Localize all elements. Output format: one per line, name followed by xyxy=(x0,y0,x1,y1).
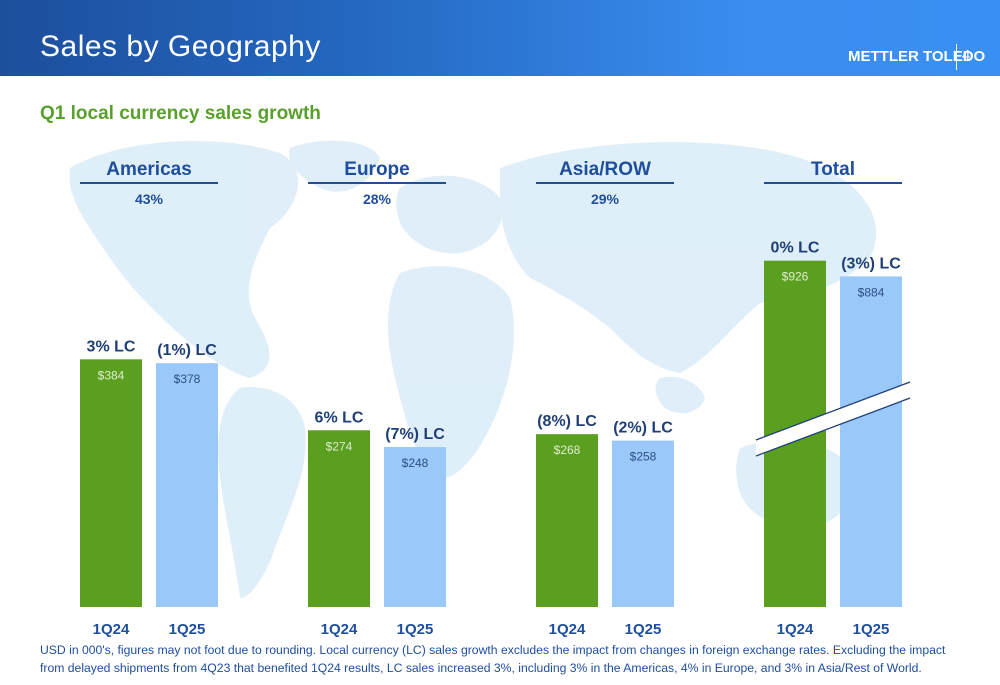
value-label-europe-1q24: $274 xyxy=(326,439,353,453)
world-map-background xyxy=(69,140,877,598)
bar-asia-row-1q25 xyxy=(612,440,674,607)
region-title-americas: Americas xyxy=(106,159,192,180)
bar-total-1q25 xyxy=(840,276,902,607)
brand-divider xyxy=(956,44,957,70)
page-title: Sales by Geography xyxy=(40,30,321,63)
bar-europe-1q24 xyxy=(308,430,370,607)
tick-label-americas-1q25: 1Q25 xyxy=(169,621,206,638)
value-label-americas-1q25: $378 xyxy=(174,372,201,386)
tick-label-asia-row-1q24: 1Q24 xyxy=(549,621,586,638)
region-title-asia-row: Asia/ROW xyxy=(559,159,651,180)
growth-label-total-1q24: 0% LC xyxy=(771,240,820,257)
growth-label-asia-row-1q24: (8%) LC xyxy=(537,413,597,430)
header-bar: Sales by Geography METTLER TOLEDO 4 xyxy=(0,0,1000,76)
value-label-americas-1q24: $384 xyxy=(98,368,125,382)
region-share-asia-row: 29% xyxy=(591,191,620,207)
tick-label-europe-1q24: 1Q24 xyxy=(321,621,358,638)
footnote: USD in 000's, figures may not foot due t… xyxy=(40,643,946,675)
value-label-asia-row-1q24: $268 xyxy=(554,443,581,457)
axis-break-gap xyxy=(756,382,910,456)
tick-label-americas-1q24: 1Q24 xyxy=(93,621,130,638)
bar-americas-1q24 xyxy=(80,359,142,607)
growth-label-americas-1q24: 3% LC xyxy=(87,338,136,355)
region-title-europe: Europe xyxy=(344,159,409,180)
axis-break-line-bottom xyxy=(755,397,911,457)
tick-label-europe-1q25: 1Q25 xyxy=(397,621,434,638)
bar-americas-1q25 xyxy=(156,363,218,607)
tick-label-total-1q24: 1Q24 xyxy=(777,621,814,638)
region-share-americas: 43% xyxy=(135,191,164,207)
brand-logo: METTLER TOLEDO xyxy=(848,48,986,65)
growth-label-asia-row-1q25: (2%) LC xyxy=(613,420,673,437)
axis-break-line-top xyxy=(755,381,911,441)
value-label-europe-1q25: $248 xyxy=(402,456,429,470)
growth-label-europe-1q25: (7%) LC xyxy=(385,426,445,443)
tick-label-total-1q25: 1Q25 xyxy=(853,621,890,638)
growth-label-americas-1q25: (1%) LC xyxy=(157,342,217,359)
region-title-total: Total xyxy=(811,159,855,180)
tick-label-asia-row-1q25: 1Q25 xyxy=(625,621,662,638)
bar-asia-row-1q24 xyxy=(536,434,598,607)
growth-label-europe-1q24: 6% LC xyxy=(315,409,364,426)
growth-label-total-1q25: (3%) LC xyxy=(841,255,901,272)
bar-europe-1q25 xyxy=(384,447,446,607)
value-label-asia-row-1q25: $258 xyxy=(630,450,657,464)
value-label-total-1q25: $884 xyxy=(858,285,885,299)
chart-subtitle: Q1 local currency sales growth xyxy=(40,103,321,124)
page-number: 4 xyxy=(962,47,971,64)
region-share-europe: 28% xyxy=(363,191,392,207)
value-label-total-1q24: $926 xyxy=(782,270,809,284)
